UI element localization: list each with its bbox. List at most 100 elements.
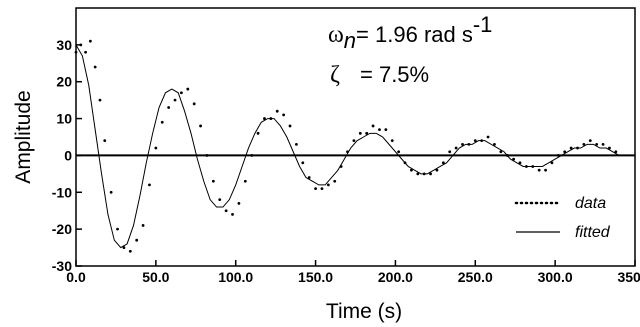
data-point — [263, 117, 266, 120]
data-point — [499, 150, 503, 154]
data-point — [371, 124, 375, 128]
data-point — [429, 172, 432, 176]
annotation-zeta: ζ = 7.5% — [330, 62, 429, 88]
y-tick-label: -10 — [52, 184, 72, 200]
y-tick-label: 30 — [56, 37, 72, 53]
annotation-omega: ωn= 1.96 rad s-1 — [328, 12, 492, 53]
data-point — [422, 172, 426, 176]
data-point — [109, 190, 113, 194]
data-point — [493, 142, 496, 146]
data-point — [154, 146, 158, 150]
omega-symbol: ω — [328, 22, 344, 48]
data-point — [243, 179, 247, 183]
data-point — [454, 146, 458, 150]
data-point — [122, 246, 126, 249]
data-point — [608, 146, 611, 150]
data-point — [505, 154, 509, 157]
data-point — [205, 154, 209, 157]
legend-background — [505, 183, 633, 247]
data-point — [435, 168, 439, 172]
x-tick-label: 0.0 — [66, 269, 86, 285]
data-point — [167, 106, 171, 109]
data-point — [199, 124, 202, 128]
x-tick-label: 250.0 — [458, 269, 493, 285]
data-point — [365, 131, 369, 135]
series-fitted-line — [75, 44, 620, 249]
data-point — [390, 139, 394, 143]
data-point — [467, 142, 471, 146]
data-point — [88, 39, 92, 43]
data-point — [346, 150, 349, 154]
data-point — [378, 128, 381, 132]
x-tick-label: 350.0 — [617, 269, 640, 285]
data-point — [416, 172, 420, 176]
data-point — [333, 179, 337, 183]
data-point — [563, 150, 567, 154]
data-point — [74, 50, 78, 54]
x-tick-label: 300.0 — [538, 269, 573, 285]
data-point — [441, 161, 445, 165]
data-point — [211, 179, 215, 183]
x-tick-label: 150.0 — [298, 269, 333, 285]
omega-value: = 1.96 rad s — [356, 22, 473, 47]
y-tick-label: -20 — [52, 221, 72, 237]
x-tick-label: 200.0 — [378, 269, 413, 285]
data-point — [544, 168, 547, 172]
data-point — [173, 98, 177, 102]
data-point — [314, 187, 317, 191]
svg-text:ωn= 1.96 rad s-1: ωn= 1.96 rad s-1 — [328, 12, 492, 53]
data-point — [569, 146, 573, 150]
data-point — [537, 168, 541, 172]
data-point — [307, 176, 311, 179]
data-point — [320, 187, 324, 191]
data-point — [576, 146, 579, 150]
data-point — [160, 120, 164, 124]
data-point — [231, 213, 234, 216]
y-tick-label: 20 — [56, 74, 72, 90]
data-point — [614, 150, 618, 154]
data-point — [384, 128, 388, 132]
data-point — [550, 161, 554, 165]
data-point — [358, 131, 362, 135]
y-tick-label: 0 — [64, 147, 72, 163]
data-point — [128, 249, 132, 253]
data-point — [295, 142, 298, 146]
y-axis-label: Amplitude — [12, 90, 35, 183]
data-point — [524, 165, 528, 168]
data-point — [403, 161, 407, 165]
data-point — [192, 102, 196, 106]
zeta-value: = 7.5% — [360, 62, 429, 87]
data-point — [352, 139, 356, 143]
data-point — [275, 109, 279, 113]
x-tick-label: 100.0 — [218, 269, 253, 285]
data-point — [288, 124, 292, 128]
data-point — [116, 227, 119, 231]
data-point — [397, 150, 401, 154]
data-point — [256, 131, 260, 135]
data-point — [518, 161, 522, 165]
y-tick-label: 10 — [56, 111, 72, 127]
data-point — [556, 154, 560, 157]
svg-text:ζ: ζ — [330, 62, 340, 88]
data-point — [79, 43, 83, 47]
data-point — [601, 142, 605, 146]
omega-subscript: n — [344, 28, 356, 53]
data-point — [180, 91, 183, 95]
data-point — [250, 154, 254, 157]
data-point — [473, 139, 477, 143]
data-point — [326, 183, 330, 187]
legend: data fitted — [505, 183, 633, 247]
data-point — [237, 201, 241, 205]
data-point — [224, 209, 228, 213]
data-point — [218, 198, 222, 202]
data-point — [410, 168, 413, 172]
data-point — [103, 139, 107, 143]
data-point — [595, 142, 599, 146]
series-data-points — [74, 39, 618, 253]
data-point — [135, 238, 139, 242]
data-point — [461, 142, 464, 146]
data-point — [269, 117, 273, 120]
y-tick-label: -30 — [52, 258, 72, 274]
data-point — [84, 50, 87, 54]
